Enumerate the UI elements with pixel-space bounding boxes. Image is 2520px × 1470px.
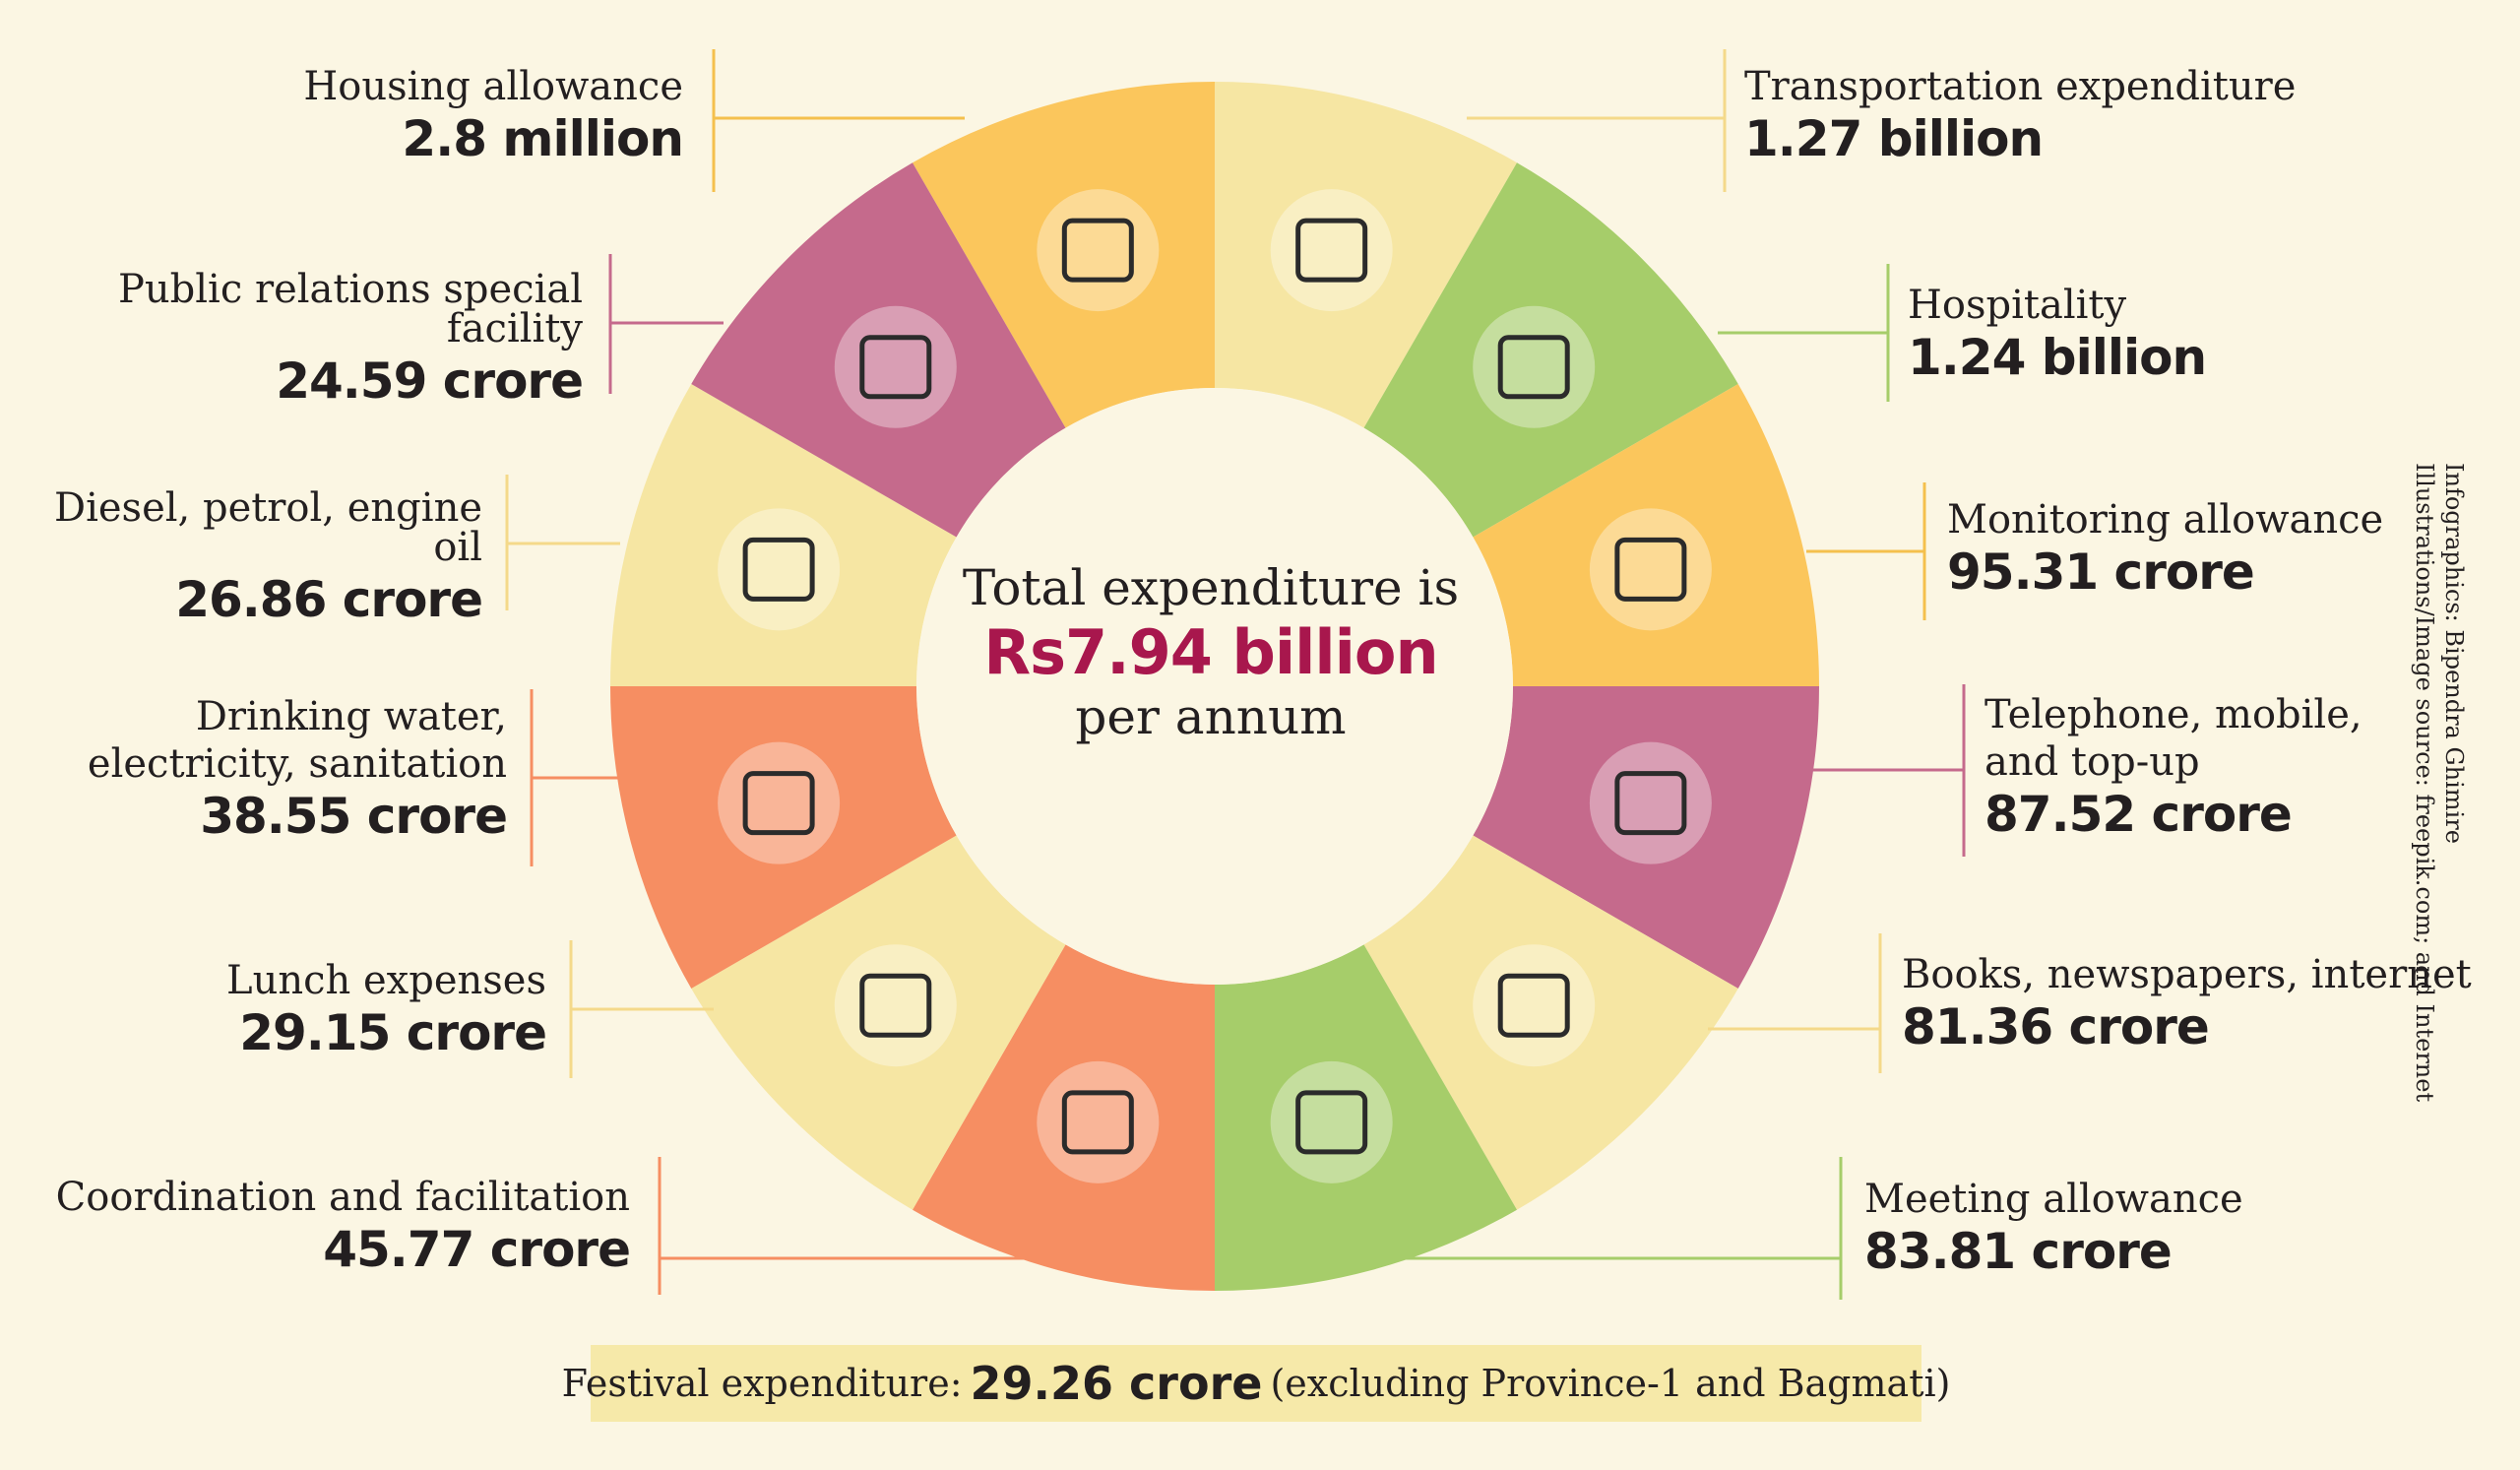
ring-slice — [1363, 162, 1738, 538]
food-plate-icon — [834, 944, 957, 1067]
meeting-table-icon — [1270, 1060, 1393, 1183]
item-value: 29.15 crore — [239, 1004, 547, 1061]
item-title: Diesel, petrol, engine oil — [54, 485, 482, 570]
label-monitoring: Monitoring allowance 95.31 crore — [1947, 500, 2383, 597]
credit-line-1: Infographics: Bipendra Ghimire — [2440, 463, 2468, 844]
item-title: Public relations special facility — [117, 267, 583, 352]
credit-text: Infographics: Bipendra Ghimire Illustrat… — [2410, 463, 2469, 1102]
item-value: 45.77 crore — [323, 1221, 631, 1278]
item-value: 95.31 crore — [1947, 543, 2255, 601]
item-title: Transportation expenditure — [1744, 64, 2297, 109]
total-expenditure: Total expenditure is Rs7.94 billion per … — [935, 561, 1486, 744]
ring-slice — [691, 835, 1066, 1210]
ring-slice — [691, 162, 1066, 538]
festival-banner: Festival expenditure: 29.26 crore (exclu… — [562, 1345, 1950, 1422]
item-title-line-2: and top-up — [1984, 739, 2200, 785]
item-value: 26.86 crore — [175, 571, 483, 628]
phone-icon — [1589, 741, 1712, 864]
item-title: Lunch expenses — [226, 958, 546, 1003]
item-title: Meeting allowance — [1864, 1177, 2243, 1222]
item-title-line-1: Drinking water, — [195, 694, 507, 739]
item-value: 81.36 crore — [1902, 998, 2210, 1055]
ring-slice — [610, 384, 957, 686]
festival-value: 29.26 crore — [970, 1357, 1263, 1410]
total-line-1: Total expenditure is — [962, 559, 1460, 616]
item-value: 24.59 crore — [276, 352, 584, 410]
house-icon — [1037, 189, 1160, 312]
label-coordination: Coordination and facilitation 45.77 cror… — [55, 1175, 631, 1278]
detective-icon — [1589, 508, 1712, 631]
item-value: 1.27 billion — [1744, 110, 2044, 167]
total-line-3: per annum — [1075, 688, 1347, 746]
ring-slice — [1363, 835, 1738, 1210]
ring-slice — [1473, 686, 1819, 989]
car-icon — [1270, 189, 1393, 312]
credit-line-2: Illustrations/Image source: freepik.com;… — [2411, 463, 2438, 1103]
utilities-icon — [718, 741, 841, 864]
label-hospitality: Hospitality 1.24 billion — [1908, 283, 2207, 386]
newspaper-wifi-icon — [1473, 944, 1596, 1067]
item-value: 2.8 million — [402, 110, 684, 167]
center-circle — [916, 388, 1513, 985]
ring-slice — [1473, 384, 1819, 686]
ring-slice — [610, 686, 957, 989]
item-title: Coordination and facilitation — [55, 1175, 630, 1220]
label-telephone: Telephone, mobile, and top-up 87.52 cror… — [1984, 695, 2362, 839]
label-meeting: Meeting allowance 83.81 crore — [1864, 1180, 2243, 1276]
festival-prefix: Festival expenditure: — [561, 1362, 963, 1405]
item-title: Books, newspapers, internet — [1902, 952, 2472, 997]
fuel-pump-icon — [718, 508, 841, 631]
network-people-icon — [1037, 1060, 1160, 1183]
dining-table-icon — [1473, 305, 1596, 428]
item-title: Monitoring allowance — [1947, 497, 2384, 543]
item-value: 87.52 crore — [1984, 786, 2293, 843]
label-housing-allowance: Housing allowance 2.8 million — [303, 64, 684, 167]
label-lunch: Lunch expenses 29.15 crore — [226, 958, 547, 1061]
item-value: 1.24 billion — [1908, 329, 2207, 386]
label-books: Books, newspapers, internet 81.36 crore — [1902, 955, 2472, 1052]
label-transportation: Transportation expenditure 1.27 billion — [1744, 67, 2296, 163]
item-value: 38.55 crore — [200, 788, 508, 845]
item-value: 83.81 crore — [1864, 1223, 2173, 1280]
total-amount: Rs7.94 billion — [983, 616, 1438, 688]
item-title-line-2: electricity, sanitation — [87, 741, 507, 787]
item-title-line-1: Telephone, mobile, — [1984, 692, 2362, 737]
label-public-relations: Public relations special facility 24.59 … — [0, 267, 584, 410]
item-title: Housing allowance — [303, 64, 683, 109]
label-utilities: Drinking water, electricity, sanitation … — [87, 694, 508, 845]
item-title: Hospitality — [1908, 283, 2127, 328]
festival-suffix: (excluding Province-1 and Bagmati) — [1270, 1362, 1951, 1405]
handshake-people-icon — [834, 305, 957, 428]
label-fuel: Diesel, petrol, engine oil 26.86 crore — [0, 485, 483, 628]
